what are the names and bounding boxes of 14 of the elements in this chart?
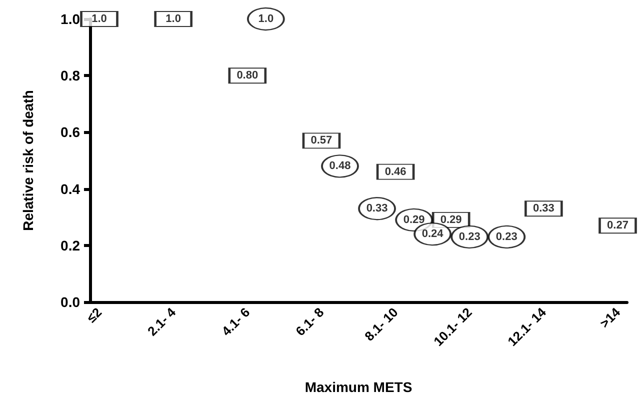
- y-tick-label: 0.8: [60, 68, 80, 84]
- x-tick-label: >14: [596, 304, 624, 331]
- y-tick-label: 0.4: [60, 180, 80, 197]
- x-tick-label: ≤2: [84, 304, 105, 326]
- y-axis-title: Relative risk of death: [20, 90, 36, 231]
- x-tick-label: 4.1- 6: [218, 304, 253, 339]
- y-tick-label: 1.0: [60, 11, 80, 27]
- y-tick-label: 0.2: [60, 237, 80, 254]
- x-tick-label: 2.1- 4: [144, 304, 180, 339]
- y-tick-label: 0.0: [60, 294, 80, 310]
- x-tick-label: 6.1- 8: [292, 304, 327, 339]
- x-axis-title: Maximum METS: [304, 379, 412, 395]
- y-tick-label: 0.6: [60, 124, 80, 140]
- x-tick-label: 8.1- 10: [362, 304, 401, 344]
